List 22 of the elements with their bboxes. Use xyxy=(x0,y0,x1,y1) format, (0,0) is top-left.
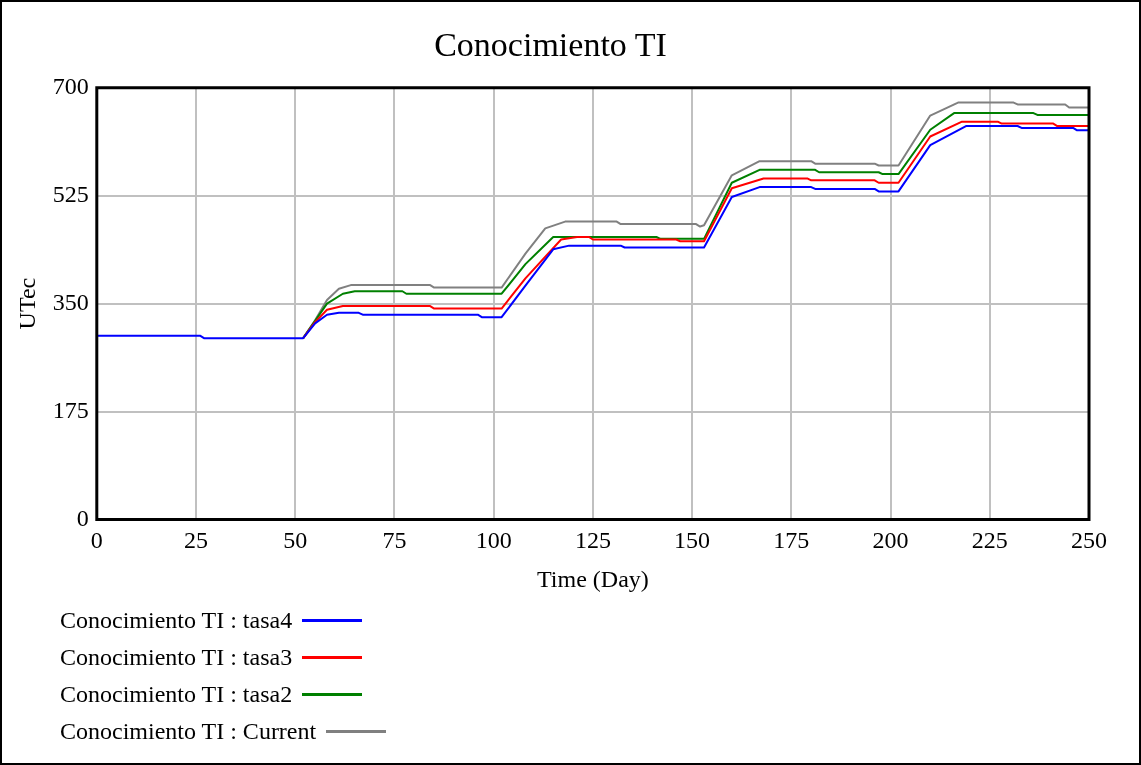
x-tick-label: 125 xyxy=(574,527,611,554)
y-tick-label: 0 xyxy=(76,504,89,531)
legend-label: Conocimiento TI : tasa3 xyxy=(60,644,293,671)
y-axis-title: UTec xyxy=(13,277,40,330)
x-tick-label: 25 xyxy=(184,527,209,554)
legend-label: Conocimiento TI : Current xyxy=(60,718,317,745)
x-tick-label: 225 xyxy=(971,527,1008,554)
x-tick-label: 75 xyxy=(382,527,407,554)
x-tick-label: 50 xyxy=(283,527,308,554)
y-tick-label: 700 xyxy=(52,73,89,100)
y-tick-label: 350 xyxy=(52,288,89,315)
x-tick-label: 200 xyxy=(872,527,909,554)
y-tick-label: 525 xyxy=(52,181,89,207)
y-tick-label: 175 xyxy=(52,396,89,423)
x-tick-label: 175 xyxy=(773,527,810,554)
x-tick-label: 100 xyxy=(475,527,512,554)
legend-label: Conocimiento TI : tasa4 xyxy=(60,607,293,634)
x-axis-title: Time (Day) xyxy=(537,565,649,592)
x-tick-label: 250 xyxy=(1071,527,1107,554)
legend-label: Conocimiento TI : tasa2 xyxy=(60,681,293,708)
x-tick-label: 150 xyxy=(674,527,711,554)
chart-title: Conocimiento TI xyxy=(434,26,667,64)
